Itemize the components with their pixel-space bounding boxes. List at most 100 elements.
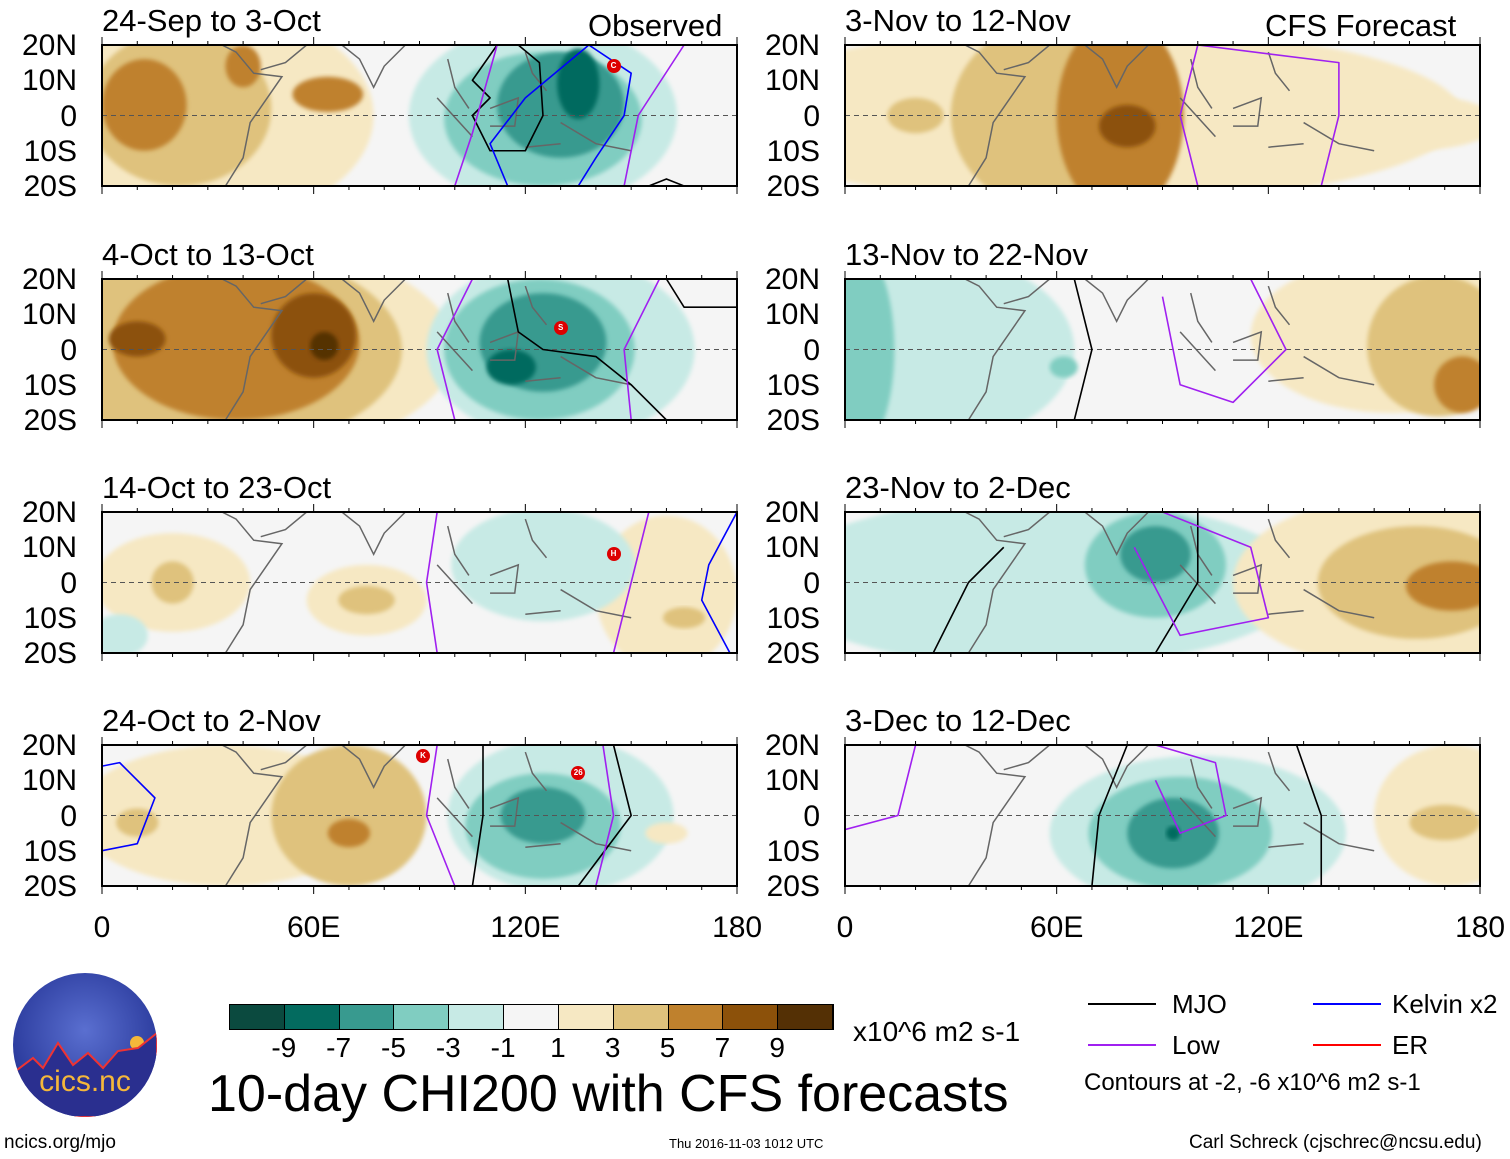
wave-contour [471, 745, 484, 886]
anomaly-region [271, 293, 356, 378]
coastline [436, 97, 473, 138]
wave-contour [436, 279, 474, 420]
coastline [1084, 745, 1149, 789]
coastline [964, 45, 1027, 186]
coastline [1267, 518, 1291, 559]
colorbar [229, 1004, 834, 1030]
anomaly-region [887, 97, 944, 134]
lon-label: 120E [490, 911, 561, 944]
tropical-cyclone-icon: C [606, 59, 621, 74]
lon-label: 0 [836, 911, 854, 944]
lat-label: 0 [60, 799, 77, 833]
coastline [1267, 751, 1291, 792]
coastline [525, 609, 561, 615]
lat-label: 20S [766, 404, 820, 437]
colorbar-tick-label: 9 [769, 1032, 785, 1063]
coastline [436, 797, 473, 838]
coastline [1232, 330, 1263, 361]
wave-contour [665, 279, 737, 309]
map-panel [844, 504, 1481, 661]
anomaly-region [102, 614, 148, 653]
coastline [1189, 58, 1213, 109]
tropical-cyclone-icon: 26 [571, 766, 586, 781]
coastline [1003, 279, 1051, 305]
colorbar-tick-label: 3 [604, 1032, 621, 1063]
wave-contour [932, 546, 1005, 653]
anomaly-region [845, 279, 895, 420]
chi200-map [101, 504, 738, 661]
wave-contour [489, 45, 632, 186]
chi200-map [844, 504, 1481, 661]
legend-kelvin: Kelvin x2 [1392, 989, 1498, 1019]
wave-contour [623, 279, 661, 420]
lat-label: 10N [764, 298, 820, 332]
er-legend-line [1313, 1044, 1381, 1046]
lat-label: 0 [803, 99, 820, 133]
coastline [489, 563, 520, 594]
colorbar-tick-label: 7 [714, 1032, 731, 1063]
coastline [560, 121, 632, 152]
lat-label: 10N [21, 531, 77, 565]
lat-label: 20N [21, 496, 77, 529]
lat-label: 20N [21, 263, 77, 296]
coastline [1268, 609, 1304, 615]
wave-contour [1154, 745, 1227, 834]
lat-label: 10N [764, 764, 820, 798]
coastline [1179, 97, 1216, 138]
coastline [1267, 51, 1291, 92]
coastline [260, 45, 308, 71]
coastline [1232, 96, 1263, 127]
coastline [446, 58, 470, 109]
coastline [1003, 512, 1051, 538]
coastline [525, 842, 561, 848]
wave-contour [506, 279, 668, 420]
panel-title: 3-Nov to 12-Nov [845, 3, 1071, 38]
lat-label: 20S [23, 637, 77, 670]
colorbar-swatch [668, 1005, 724, 1029]
lat-label: 10S [766, 368, 820, 402]
footer-timestamp: Thu 2016-11-03 1012 UTC [669, 1136, 824, 1151]
figure-title: 10-day CHI200 with CFS forecasts [208, 1065, 1009, 1123]
wave-contour [471, 45, 544, 152]
wave-contour [1179, 45, 1340, 186]
lat-label: 0 [60, 566, 77, 600]
lon-label: 0 [93, 911, 111, 944]
coastline [1303, 121, 1375, 152]
coastline [1084, 279, 1149, 323]
coastline [1303, 588, 1375, 619]
wave-contour [595, 745, 615, 886]
colorbar-swatch [613, 1005, 669, 1029]
lat-label: 10S [766, 134, 820, 168]
lat-label: 10N [21, 298, 77, 332]
anomaly-region [1049, 356, 1078, 378]
lat-label: 20S [23, 870, 77, 903]
wave-contour [648, 178, 685, 186]
colorbar-swatch [558, 1005, 614, 1029]
colorbar-swatch [449, 1005, 505, 1029]
forecast-header: CFS Forecast [1265, 8, 1457, 43]
colorbar-swatch [723, 1005, 779, 1029]
tropical-cyclone-icon: S [553, 321, 568, 336]
coastline [524, 285, 548, 326]
colorbar-swatch [284, 1005, 340, 1029]
anomaly-region [1321, 94, 1480, 151]
footer-author: Carl Schreck (cjschrec@ncsu.edu) [1189, 1132, 1482, 1153]
coastline [525, 376, 561, 382]
coastline [260, 745, 308, 771]
coastline [446, 292, 470, 343]
lat-label: 20S [23, 170, 77, 203]
anomaly-region [338, 586, 395, 615]
wave-contour [612, 512, 650, 653]
mjo-legend-line [1088, 1003, 1156, 1005]
footer-url[interactable]: ncics.org/mjo [4, 1132, 116, 1153]
lat-label: 20N [21, 29, 77, 62]
panel-title: 3-Dec to 12-Dec [845, 703, 1071, 738]
coastline [560, 355, 632, 386]
anomaly-region [645, 822, 688, 844]
map-panel [844, 37, 1481, 194]
lon-label: 60E [1029, 911, 1084, 944]
wave-contour [1091, 745, 1128, 886]
colorbar-swatch [394, 1005, 450, 1029]
panel-title: 23-Nov to 2-Dec [845, 470, 1071, 505]
